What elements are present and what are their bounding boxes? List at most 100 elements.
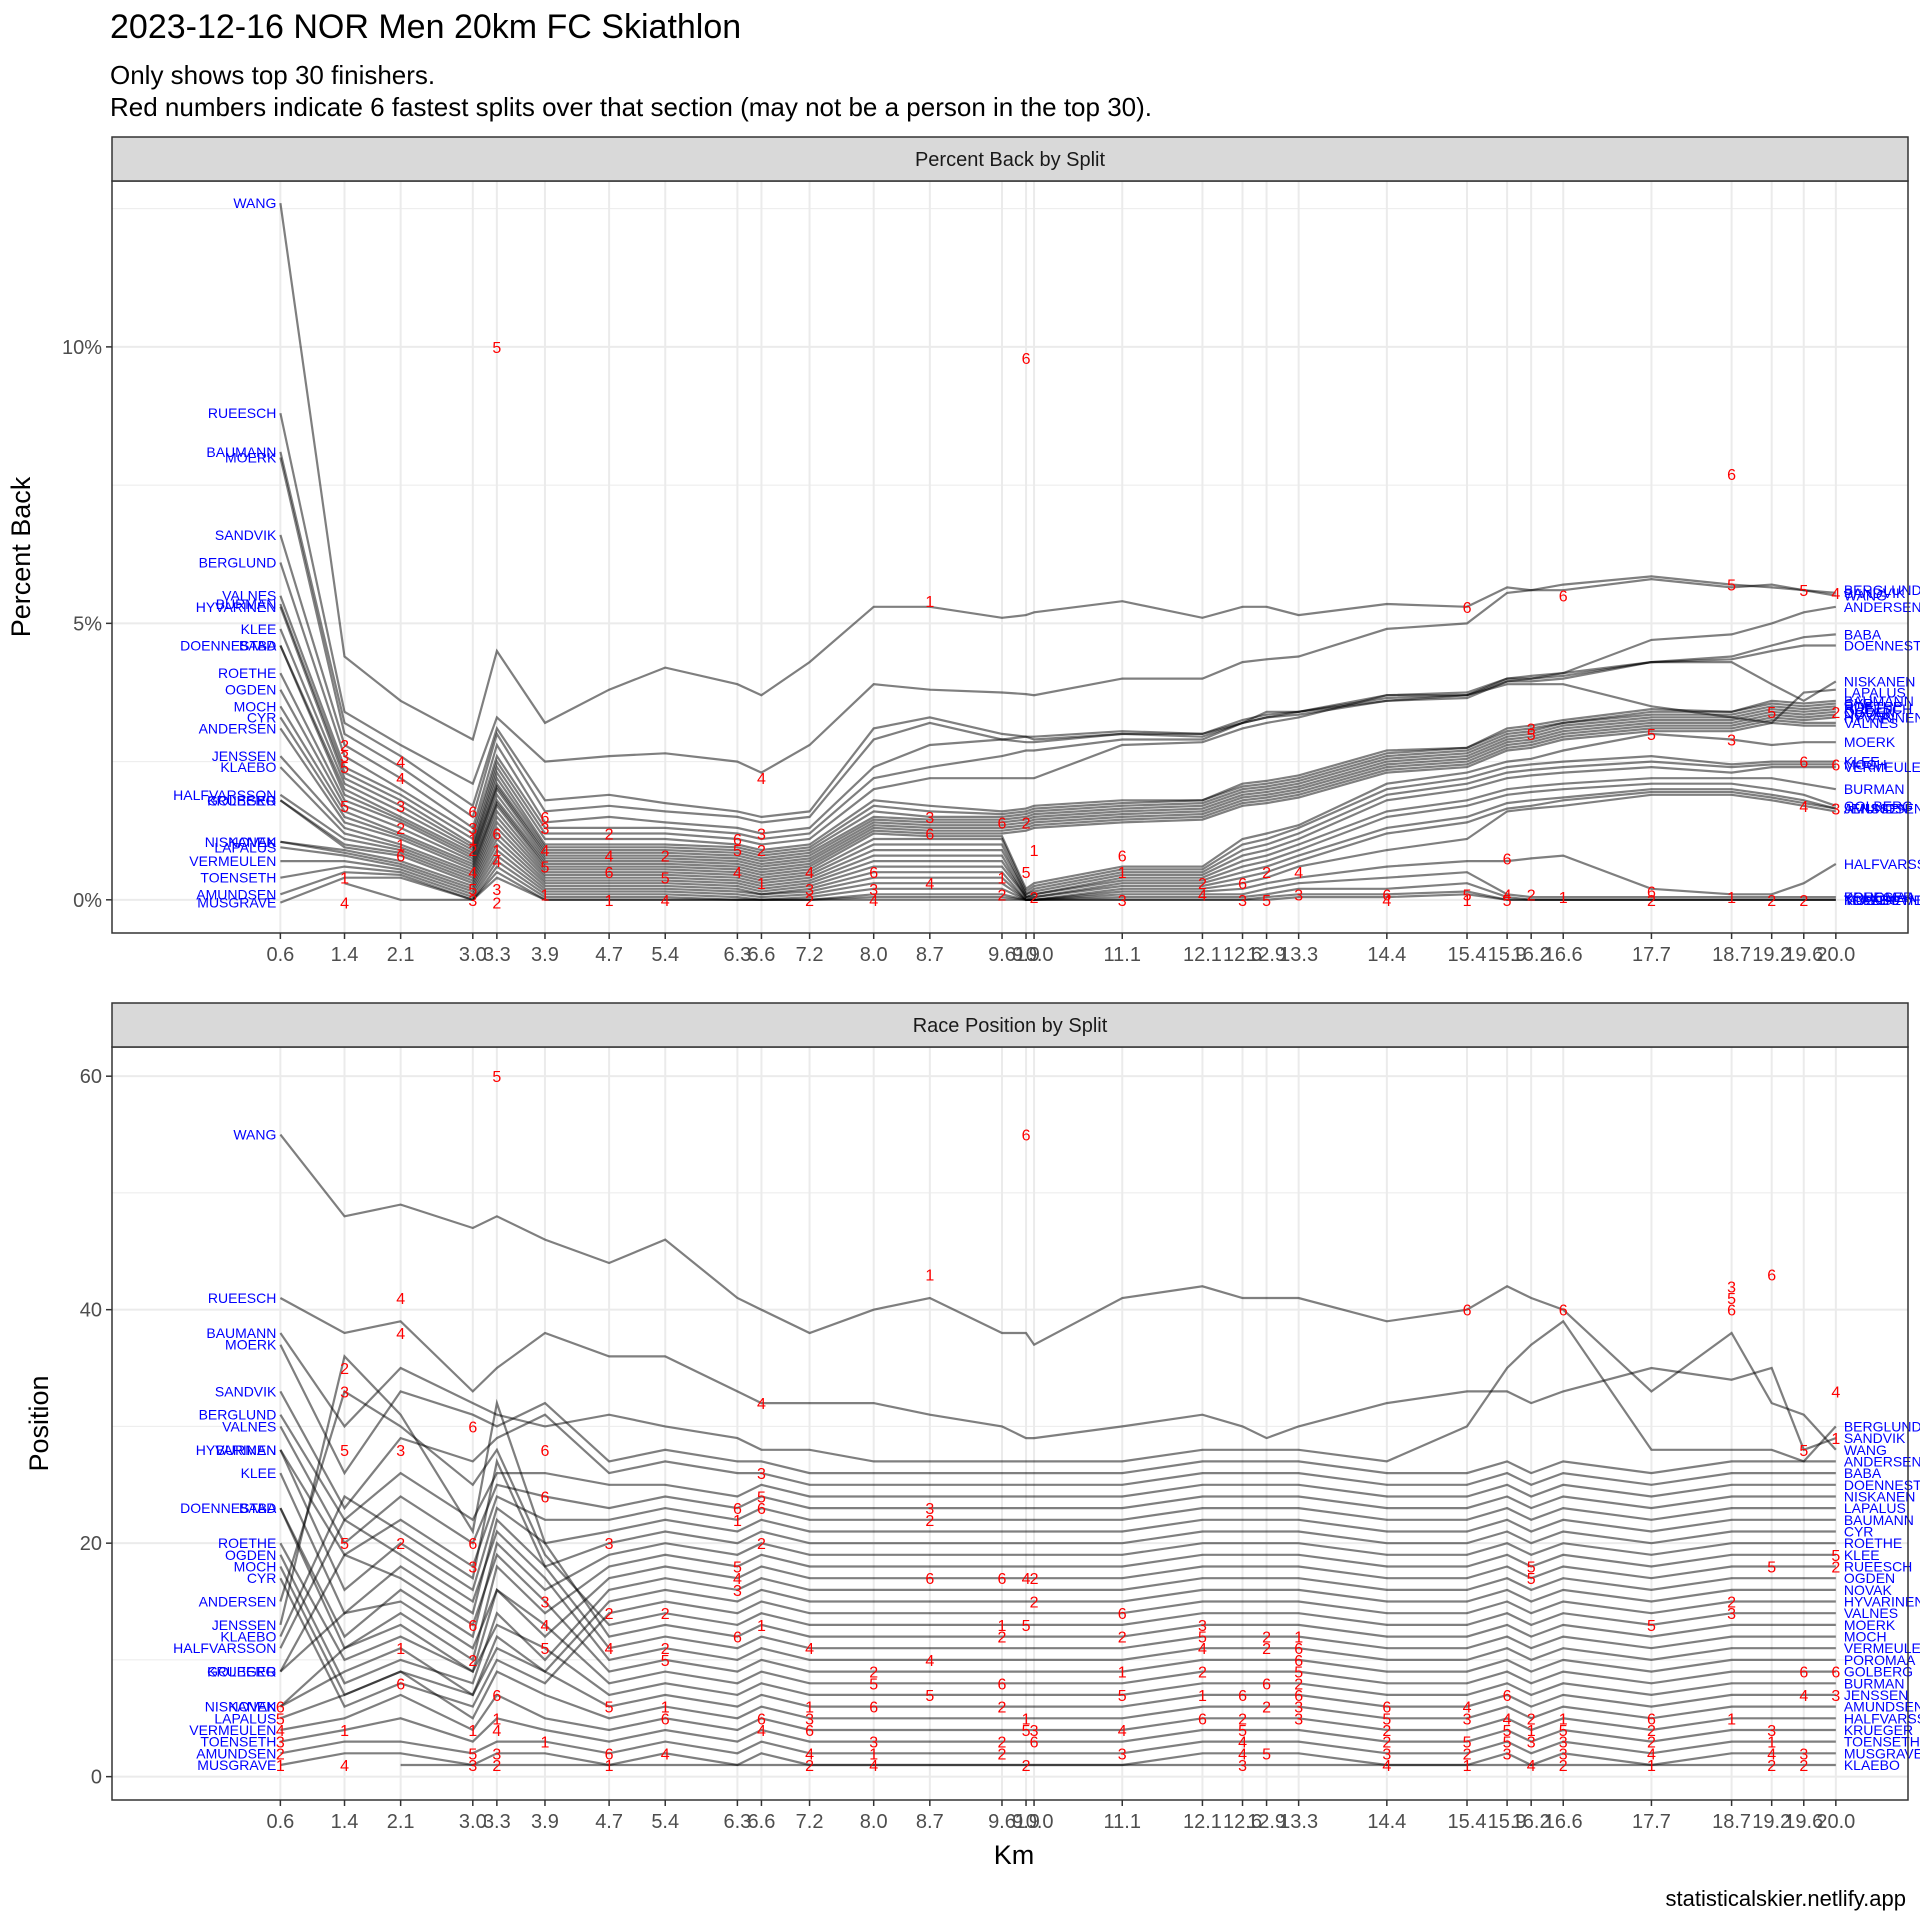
split-rank-label: 1 [1831, 1431, 1840, 1448]
split-rank-label: 4 [1503, 1711, 1512, 1728]
split-rank-label: 1 [541, 887, 550, 904]
split-rank-label: 4 [1382, 1758, 1391, 1775]
x-tick-label: 14.4 [1367, 944, 1406, 966]
split-rank-label: 2 [1527, 1711, 1536, 1728]
y-tick-label: 0% [73, 890, 102, 912]
split-rank-label: 4 [757, 771, 766, 788]
split-rank-label: 6 [1647, 885, 1656, 902]
start-name-label: BABA [239, 1500, 277, 1516]
skier-line [279, 1507, 1836, 1639]
start-name-label: HALFVARSSON [173, 1640, 276, 1656]
plot-background [112, 1047, 1908, 1800]
split-rank-label: 5 [661, 871, 670, 888]
end-name-label: ANDERSEN [1844, 599, 1920, 615]
start-name-label: MUSGRAVE [197, 1757, 276, 1773]
split-rank-label: 5 [492, 340, 501, 357]
split-rank-label: 5 [733, 1560, 742, 1577]
end-name-label: WANG [1844, 588, 1887, 604]
split-rank-label: 3 [1799, 1746, 1808, 1763]
split-rank-label: 3 [276, 1735, 285, 1752]
split-rank-label: 1 [1559, 890, 1568, 907]
split-rank-label: 6 [1503, 1688, 1512, 1705]
start-name-label: VALNES [222, 588, 276, 604]
split-rank-label: 6 [757, 1501, 766, 1518]
split-rank-label: 2 [1262, 865, 1271, 882]
split-rank-label: 6 [468, 1419, 477, 1436]
end-name-label: AMUNDSEN [1844, 801, 1920, 817]
x-tick-label: 3.0 [459, 944, 487, 966]
split-rank-label: 3 [1727, 1279, 1736, 1296]
start-name-label: KRUEGER [207, 1664, 276, 1680]
split-rank-label: 1 [1030, 843, 1039, 860]
end-name-label: AMUNDSEN [1844, 1699, 1920, 1715]
split-rank-label: 6 [661, 1711, 670, 1728]
split-rank-label: 6 [396, 1676, 405, 1693]
split-rank-label: 1 [605, 1758, 614, 1775]
split-rank-label: 3 [605, 1536, 614, 1553]
end-name-label: TOENSETH [1844, 892, 1920, 908]
split-rank-label: 4 [1294, 865, 1303, 882]
split-rank-label: 3 [869, 882, 878, 899]
split-rank-label: 6 [1022, 1128, 1031, 1145]
skier-line [279, 202, 1836, 742]
skier-line [279, 1518, 1836, 1662]
split-rank-label: 2 [605, 826, 614, 843]
end-name-label: HYVARINEN [1844, 1594, 1920, 1610]
split-rank-label: 6 [1559, 1303, 1568, 1320]
split-rank-label: 4 [805, 865, 814, 882]
x-tick-label: 12.9 [1247, 944, 1286, 966]
end-name-label: KLEE [1844, 1547, 1880, 1563]
split-rank-label: 4 [492, 854, 501, 871]
x-tick-label: 20.0 [1816, 944, 1855, 966]
split-rank-label: 6 [925, 1571, 934, 1588]
end-name-label: KLAEBO [1844, 892, 1900, 908]
x-tick-label: 16.2 [1512, 944, 1551, 966]
split-rank-label: 3 [1503, 1746, 1512, 1763]
split-rank-label: 2 [1118, 1630, 1127, 1647]
x-tick-label: 18.7 [1712, 944, 1751, 966]
split-rank-label: 5 [605, 1700, 614, 1717]
split-rank-label: 3 [1294, 1700, 1303, 1717]
end-name-label: SANDVIK [1844, 585, 1906, 601]
split-rank-label: 4 [733, 1571, 742, 1588]
x-tick-label: 3.9 [531, 944, 559, 966]
start-name-label: MOERK [225, 449, 277, 465]
split-rank-label: 5 [1022, 1723, 1031, 1740]
end-name-label: VERMEULEN [1844, 759, 1920, 775]
split-rank-label: 6 [1238, 876, 1247, 893]
split-rank-label: 2 [998, 1630, 1007, 1647]
end-name-label: MOCH [1844, 1629, 1887, 1645]
skier-line [279, 727, 1836, 891]
split-rank-label: 6 [1831, 1665, 1840, 1682]
end-name-label: MOERK [1844, 1617, 1896, 1633]
split-rank-label: 4 [605, 849, 614, 866]
split-rank-label: 6 [492, 1688, 501, 1705]
split-rank-label: 1 [925, 594, 934, 611]
x-tick-label: 5.4 [651, 944, 679, 966]
start-name-label: KLAEBO [220, 759, 276, 775]
x-tick-label: 13.3 [1279, 1811, 1318, 1833]
start-name-label: VALNES [222, 1418, 276, 1434]
split-rank-label: 3 [1527, 1735, 1536, 1752]
split-rank-label: 3 [396, 1443, 405, 1460]
x-tick-label: 19.2 [1752, 944, 1791, 966]
split-rank-label: 5 [340, 1536, 349, 1553]
start-name-label: RUEESCH [208, 1290, 276, 1306]
y-tick-label: 10% [62, 337, 102, 359]
split-rank-label: 3 [340, 749, 349, 766]
start-name-label: DOENNESTAD [180, 1500, 276, 1516]
x-tick-label: 3.9 [531, 1811, 559, 1833]
x-tick-label: 15.9 [1488, 944, 1527, 966]
start-name-label: BABA [239, 637, 277, 653]
split-rank-label: 6 [998, 815, 1007, 832]
split-rank-label: 6 [396, 849, 405, 866]
skier-line [279, 760, 1836, 896]
skier-line [279, 1344, 1836, 1476]
skier-line [279, 672, 1836, 866]
x-tick-label: 17.7 [1632, 944, 1671, 966]
split-rank-label: 5 [492, 1069, 501, 1086]
split-rank-label: 6 [1118, 849, 1127, 866]
split-rank-label: 2 [1022, 815, 1031, 832]
end-name-label: HALFVARSSON [1844, 856, 1920, 872]
split-rank-label: 3 [925, 810, 934, 827]
